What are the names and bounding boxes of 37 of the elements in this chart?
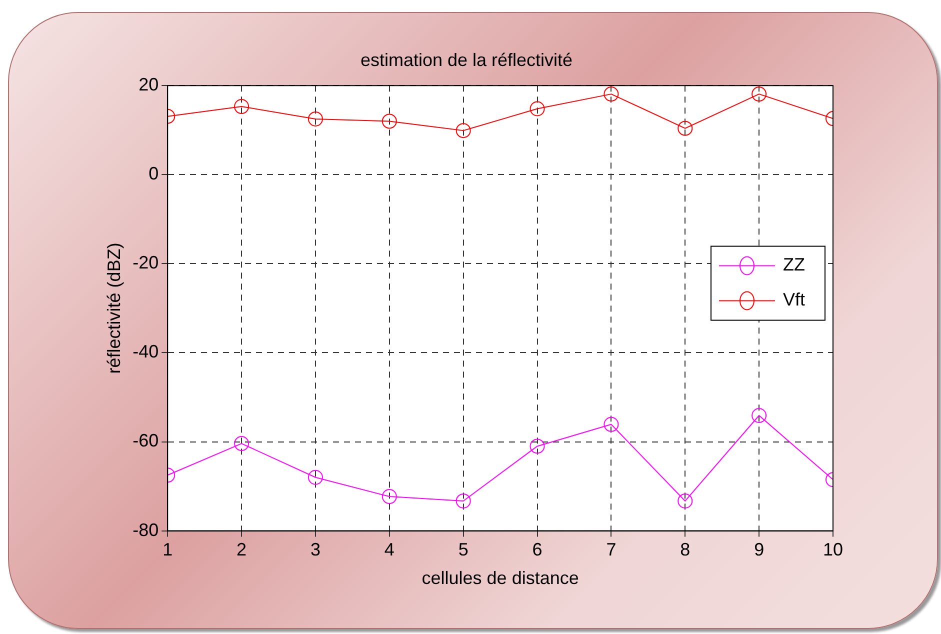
y-tick-label: -40 — [132, 342, 159, 362]
legend-label: Vft — [783, 290, 806, 310]
point — [234, 436, 250, 452]
y-axis-title: réflectivité (dBZ) — [104, 242, 124, 374]
x-tick-label: 6 — [532, 540, 542, 560]
point — [678, 120, 693, 136]
x-tick-label: 9 — [754, 540, 764, 560]
point — [604, 416, 619, 432]
legend-label: ZZ — [783, 254, 805, 275]
y-tick-label: 0 — [148, 164, 159, 184]
x-tick-label: 2 — [236, 540, 247, 560]
x-tick-label: 7 — [606, 540, 616, 560]
chart-title: estimation de la réflectivité — [360, 50, 573, 70]
point — [382, 114, 397, 129]
point — [456, 493, 471, 508]
point — [752, 408, 767, 423]
x-tick-label: 5 — [458, 540, 468, 560]
x-tick-label: 10 — [822, 540, 844, 560]
point — [752, 86, 767, 102]
x-axis-title: cellules de distance — [422, 568, 579, 588]
x-tick-label: 8 — [680, 540, 690, 560]
point — [530, 101, 545, 116]
y-tick-label: -60 — [132, 430, 159, 451]
point — [678, 493, 693, 508]
point — [382, 489, 397, 504]
x-tick-label: 3 — [310, 540, 320, 560]
point — [308, 111, 323, 126]
y-tick-label: -80 — [132, 520, 159, 540]
y-tick-label: -20 — [132, 252, 159, 273]
point — [604, 86, 619, 102]
point — [234, 99, 250, 114]
point — [530, 438, 545, 454]
point — [308, 470, 323, 485]
y-tick-label: 20 — [138, 74, 159, 95]
x-tick-label: 4 — [384, 540, 394, 560]
point — [456, 123, 471, 138]
x-tick-label: 1 — [162, 540, 173, 560]
